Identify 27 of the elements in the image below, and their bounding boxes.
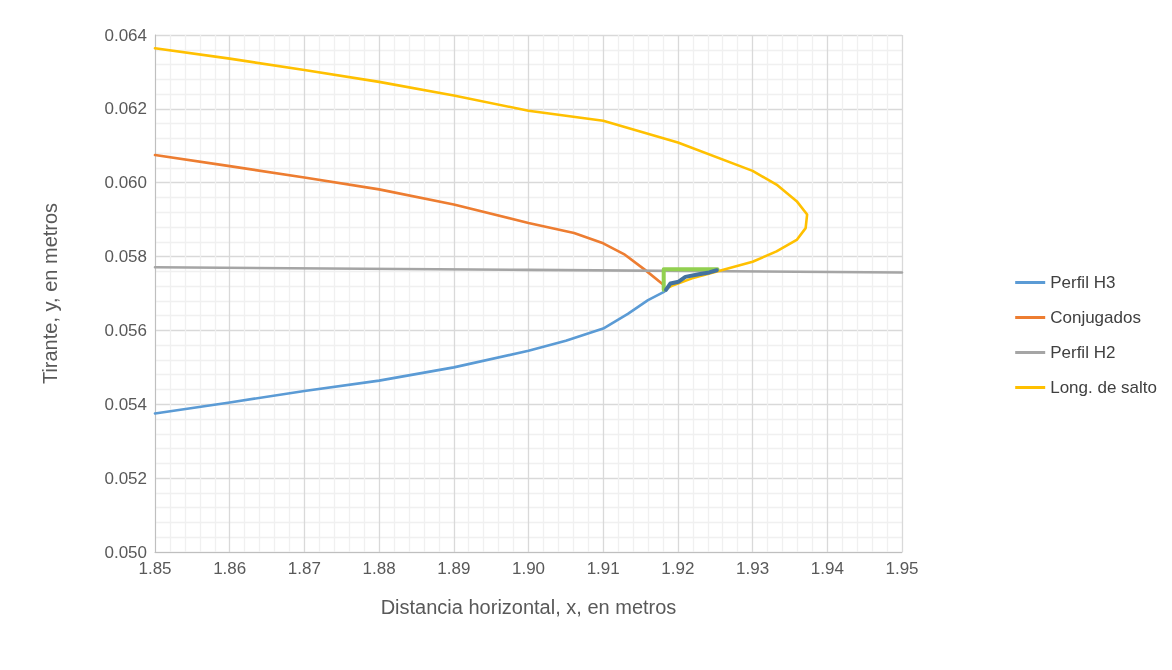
legend-label: Perfil H3	[1050, 273, 1116, 292]
legend-label: Conjugados	[1050, 308, 1141, 327]
x-tick-label: 1.93	[736, 559, 770, 578]
line-series	[153, 290, 666, 415]
y-tick-label: 0.052	[104, 468, 147, 488]
y-tick-label: 0.056	[104, 320, 147, 340]
y-tick-label: 0.062	[104, 99, 147, 119]
line-series	[153, 46, 809, 290]
x-tick-label: 1.85	[138, 559, 172, 578]
y-tick-label: 0.050	[104, 542, 147, 562]
x-tick-label: 1.87	[287, 559, 321, 578]
y-axis-title: Tirante, y, en metros	[39, 202, 61, 385]
x-tick-label: 1.95	[885, 559, 919, 578]
y-tick-label: 0.054	[104, 394, 147, 414]
x-tick-label: 1.86	[213, 559, 247, 578]
x-axis-title: Distancia horizontal, x, en metros	[380, 596, 677, 618]
x-tick-label: 1.92	[661, 559, 695, 578]
x-tick-label: 1.90	[511, 559, 546, 578]
y-tick-label: 0.058	[104, 247, 147, 267]
legend-label: Perfil H2	[1050, 343, 1116, 362]
y-tick-label: 0.060	[104, 173, 147, 193]
x-tick-label: 1.89	[437, 559, 471, 578]
x-tick-label: 1.88	[362, 559, 396, 578]
y-tick-label: 0.064	[104, 25, 147, 45]
x-tick-label: 1.91	[586, 559, 620, 578]
legend-label: Long. de salto	[1050, 378, 1158, 397]
x-tick-label: 1.94	[810, 559, 844, 578]
